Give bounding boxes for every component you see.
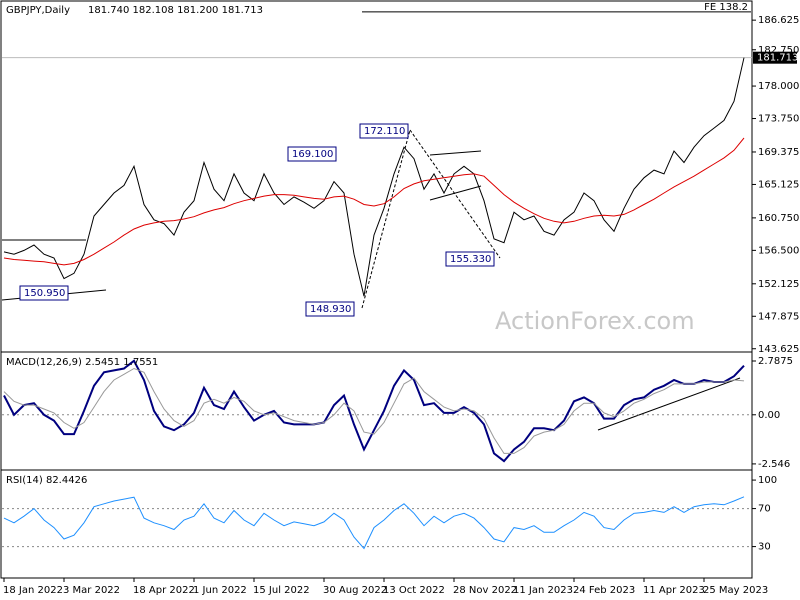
x-tick-label: 30 Aug 2022 [323,585,387,596]
series-line [3,367,745,454]
y-tick-label: 147.875 [758,311,799,322]
y-tick-label: 173.750 [758,114,799,125]
fe-label: FE 138.2 [704,2,748,13]
y-tick-label: 165.125 [758,179,799,190]
trend-lines [1,129,741,431]
x-tick-label: 24 Feb 2023 [573,585,635,596]
x-tick-label: 11 Jan 2023 [513,585,573,596]
panel-title: MACD(12,26,9) 2.5451 1.7551 [6,357,158,368]
trend-line [597,377,741,431]
watermark: ActionForex.com [495,307,695,335]
series-line [3,496,745,550]
annotation-box [359,123,409,139]
y-tick-label: 30 [758,542,771,553]
annotation-box [287,146,337,162]
last-price-label: 181.713 [757,53,798,64]
y-tick-label: 156.500 [758,245,799,256]
panel-subtitle: 181.740 182.108 181.200 181.713 [88,5,263,16]
x-tick-label: 18 Apr 2022 [133,585,195,596]
y-tick-label: -2.546 [758,459,790,470]
x-tick-label: 25 May 2023 [703,585,768,596]
x-tick-label: 11 Apr 2023 [643,585,705,596]
annotation-label: 148.930 [310,304,351,315]
panel-title: RSI(14) 82.4426 [6,475,87,486]
y-tick-label: 143.625 [758,344,799,355]
annotation-label: 172.110 [364,126,405,137]
y-tick-label: 178.000 [758,81,799,92]
frame [0,0,753,579]
annotation-box [445,251,495,267]
trend-line [361,129,411,309]
y-tick-label: 100 [758,475,777,486]
trend-line [429,150,482,156]
annotation-label: 150.950 [24,288,65,299]
y-tick-label: 182.750 [758,45,799,56]
x-tick-label: 18 Jan 2022 [3,585,63,596]
x-tick-label: 3 Mar 2022 [63,585,120,596]
series-line [3,359,745,463]
x-tick-label: 28 Nov 2022 [453,585,517,596]
annotation-label: 155.330 [450,254,491,265]
annotation-box [305,301,355,317]
x-tick-label: 1 Jun 2022 [193,585,247,596]
series-line [3,137,745,266]
y-tick-label: 160.750 [758,213,799,224]
y-tick-label: 186.625 [758,15,799,26]
trend-line [409,129,501,259]
panel-title: GBPJPY,Daily [6,5,70,16]
annotation-box [19,285,69,301]
x-tick-label: 15 Jul 2022 [253,585,310,596]
y-tick-label: 0.00 [758,410,780,421]
x-tick-label: 13 Oct 2022 [383,585,445,596]
series-line [3,57,745,297]
last-price-box [753,51,797,64]
y-tick-label: 169.375 [758,147,799,158]
annotation-label: 169.100 [292,149,333,160]
y-tick-label: 2.7875 [758,356,793,367]
y-tick-label: 152.125 [758,279,799,290]
trend-line [429,185,482,201]
y-tick-label: 70 [758,504,771,515]
